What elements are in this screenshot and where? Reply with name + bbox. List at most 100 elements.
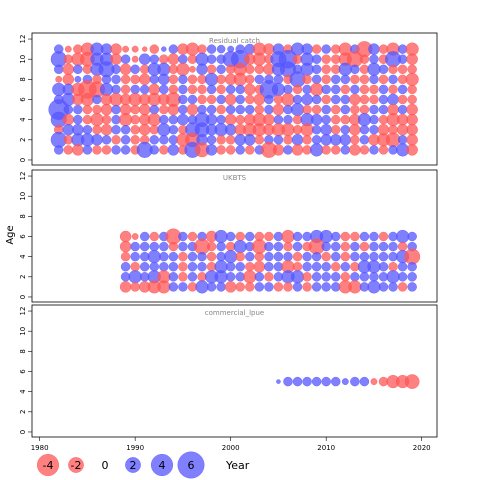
x-tick-label: 1990: [126, 444, 144, 452]
legend-label: 2: [130, 459, 137, 472]
bubble: [378, 64, 389, 74]
bubble: [321, 44, 331, 54]
bubble: [311, 54, 322, 64]
bubble: [292, 241, 303, 252]
y-tick-label: 12: [19, 172, 27, 181]
bubble: [130, 282, 140, 292]
bubble: [159, 241, 169, 252]
bubble: [225, 145, 236, 155]
bubble: [397, 135, 408, 145]
bubble: [321, 104, 331, 115]
bubble: [149, 74, 159, 85]
bubble: [62, 63, 75, 75]
bubble: [82, 125, 93, 135]
bubble: [340, 84, 351, 95]
bubble: [254, 135, 265, 145]
bubble: [254, 251, 265, 262]
bubble: [359, 231, 370, 242]
bubble: [159, 114, 169, 125]
bubble: [321, 94, 331, 105]
bubble: [187, 272, 198, 282]
panel-frame: [31, 32, 438, 166]
bubble: [111, 145, 121, 155]
bubble: [406, 53, 418, 65]
bubble: [216, 114, 226, 125]
bubble: [120, 145, 131, 155]
bubble: [206, 84, 217, 95]
bubble: [149, 241, 159, 252]
bubble: [235, 145, 245, 155]
bubble: [290, 270, 305, 284]
legend-bubble: [177, 451, 205, 479]
bubble: [264, 94, 274, 105]
bubble: [187, 262, 198, 272]
bubble: [149, 104, 159, 115]
bubble: [273, 135, 284, 145]
legend-bubble: [37, 454, 60, 477]
y-tick-label: 10: [19, 327, 27, 336]
bubble: [159, 104, 169, 115]
bubble: [302, 135, 312, 145]
bubble: [359, 241, 370, 252]
bubble: [224, 250, 238, 264]
bubble: [407, 64, 417, 74]
y-tick-label: 0: [19, 430, 27, 434]
y-tick-label: 4: [19, 254, 27, 259]
bubble: [331, 145, 341, 155]
bubble: [378, 84, 389, 95]
bubble: [311, 94, 322, 105]
bubble: [406, 124, 418, 136]
bubble: [311, 272, 322, 282]
bubble: [321, 145, 331, 155]
bubble: [120, 135, 131, 145]
bubble: [100, 103, 113, 116]
bubble: [168, 272, 179, 282]
legend-bubble: [68, 457, 84, 473]
bubble: [291, 144, 304, 156]
bubble: [338, 62, 352, 76]
bubble: [292, 94, 303, 105]
bubble: [216, 241, 226, 252]
bubble: [321, 114, 331, 125]
bubble: [369, 104, 379, 115]
bubble: [291, 134, 304, 146]
bubble: [245, 251, 255, 262]
bubble: [339, 134, 352, 146]
bubble: [387, 93, 399, 106]
bubble: [139, 73, 151, 86]
bubble: [369, 251, 379, 262]
bubble: [245, 64, 255, 74]
bubble: [245, 231, 255, 242]
bubble: [120, 125, 131, 135]
bubble: [283, 376, 293, 387]
bubble: [159, 251, 169, 262]
bubble: [187, 74, 198, 85]
bubble: [119, 230, 132, 243]
bubble: [149, 54, 159, 64]
bubble: [206, 104, 217, 115]
bubble: [292, 231, 303, 242]
bubble: [264, 241, 274, 252]
bubble: [397, 104, 408, 115]
bubble: [177, 113, 189, 126]
panel-title: UKBTS: [223, 174, 247, 182]
bubble: [397, 94, 408, 105]
bubble: [311, 282, 322, 292]
bubble: [254, 74, 265, 85]
bubble: [273, 114, 284, 125]
bubble: [359, 376, 370, 387]
bubble: [369, 272, 379, 282]
bubble: [206, 64, 217, 74]
bubble: [320, 124, 332, 136]
bubble: [357, 113, 371, 127]
bubble: [283, 114, 293, 125]
bubble: [311, 74, 322, 85]
bubble: [378, 94, 389, 105]
bubble: [397, 262, 408, 272]
bubble: [168, 262, 179, 272]
bubble: [130, 241, 140, 252]
bubble: [119, 63, 132, 75]
bubble: [216, 282, 226, 292]
bubble: [101, 74, 112, 85]
bubble: [310, 113, 323, 126]
